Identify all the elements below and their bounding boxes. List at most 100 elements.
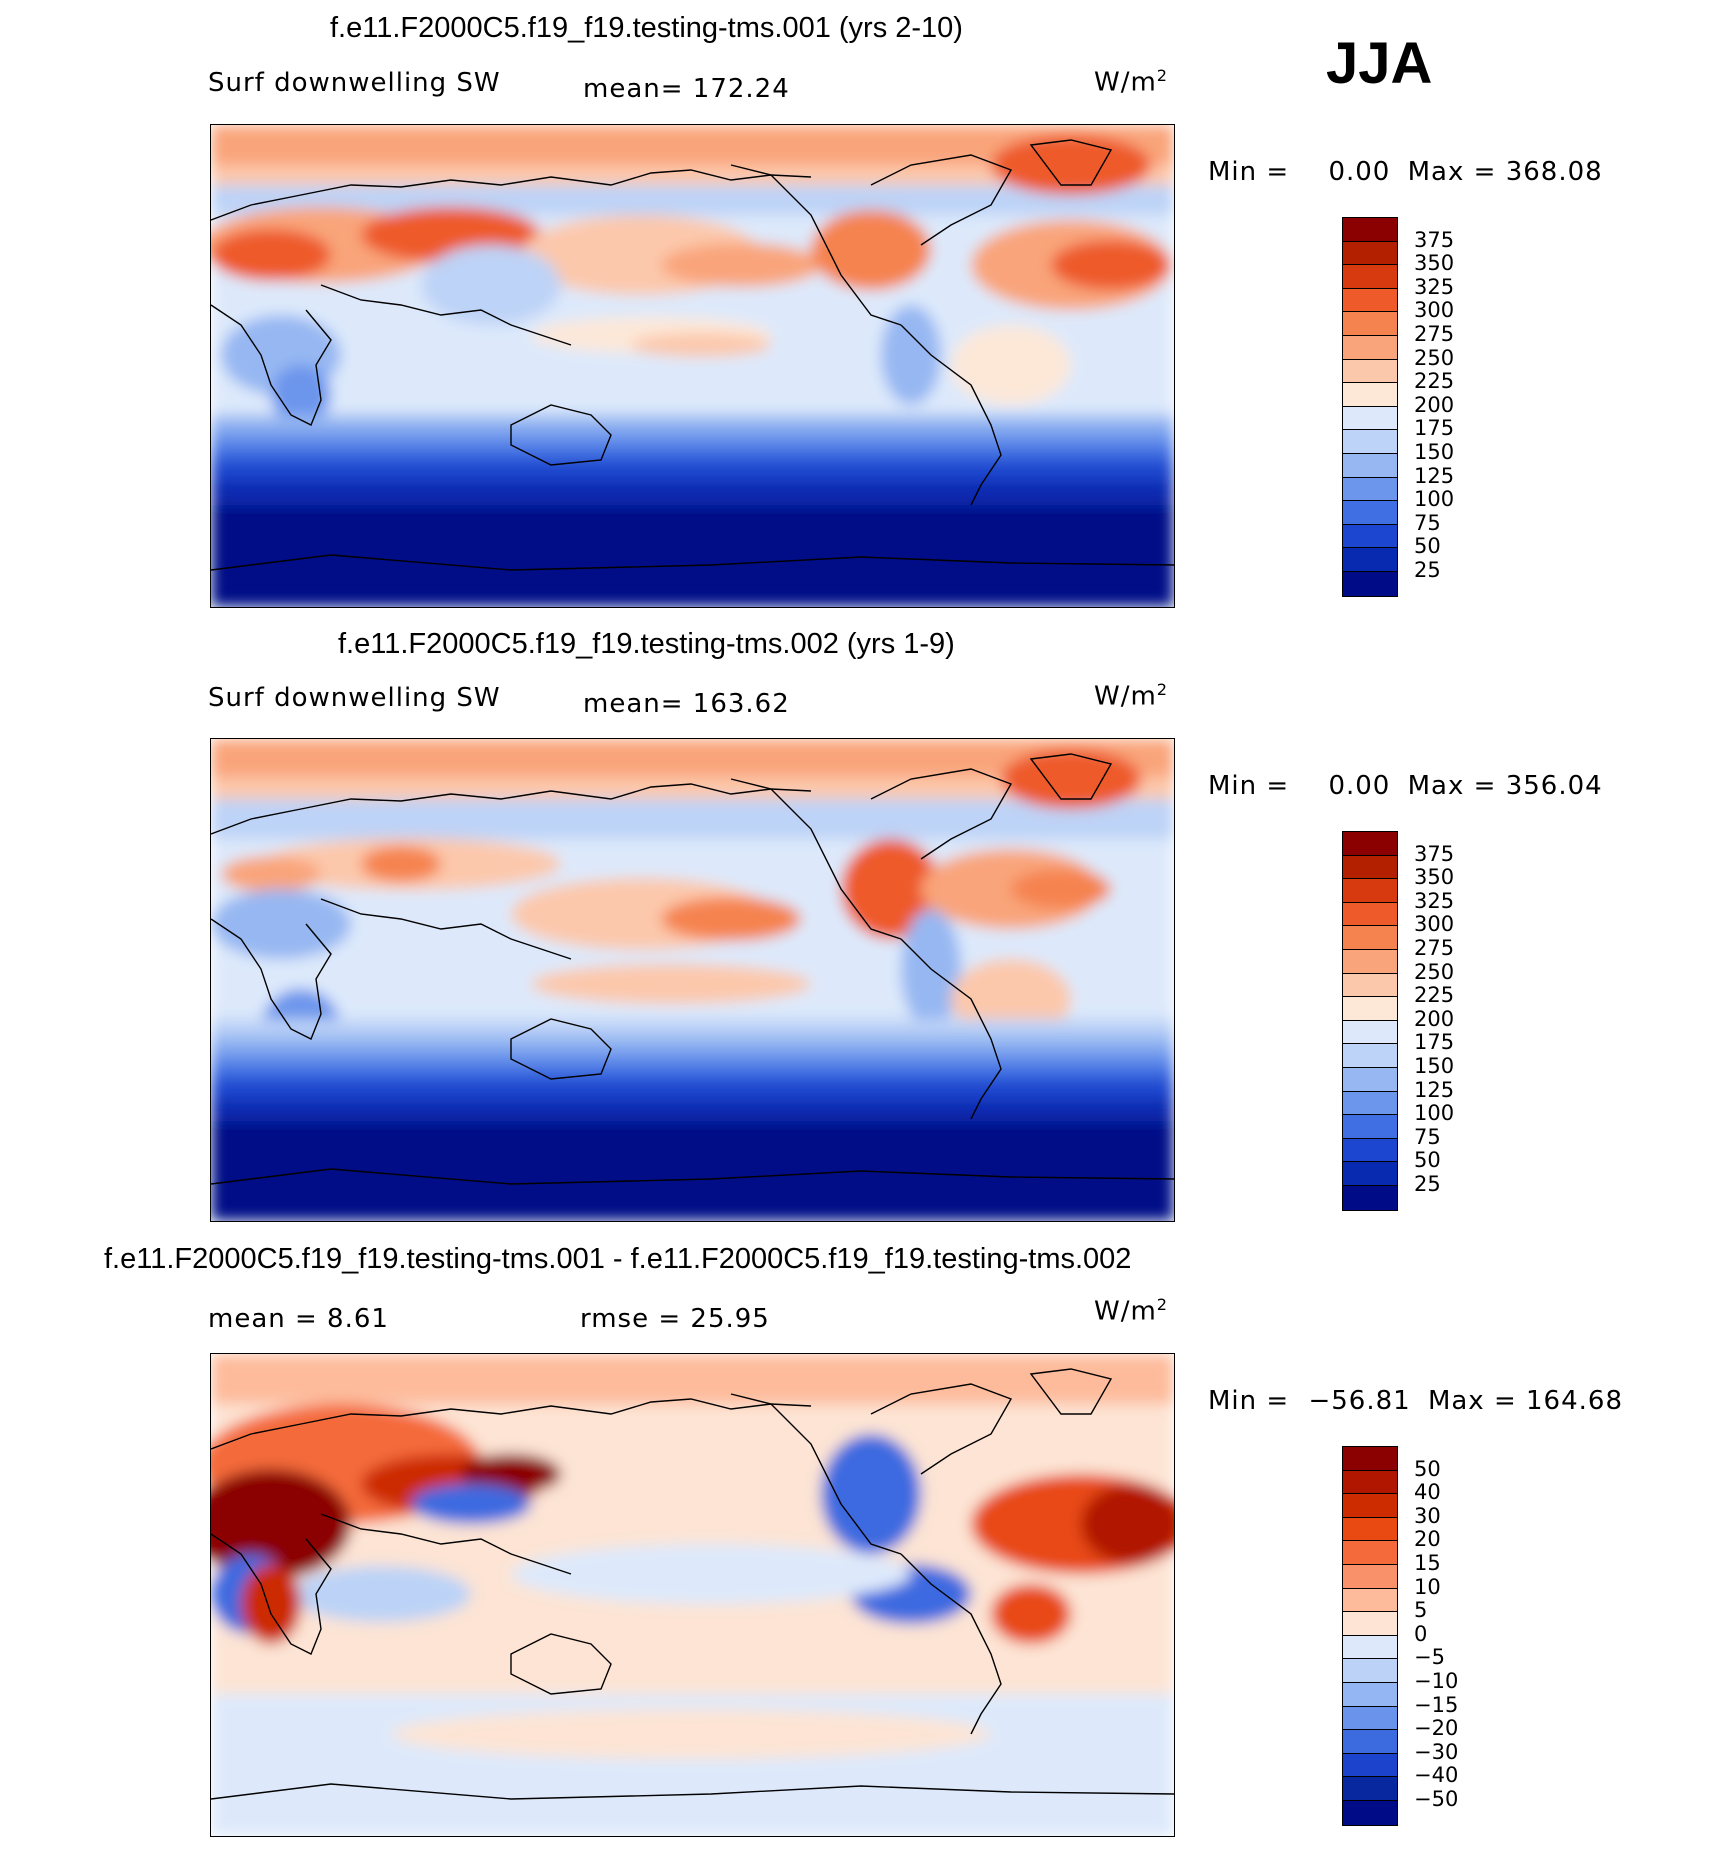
colorbar-tick-label: 0: [1414, 1621, 1428, 1646]
panel-3-min-max: Min = −56.81 Max = 164.68: [1208, 1386, 1623, 1416]
panel-3-max-label: Max =: [1427, 1386, 1517, 1416]
colorbar-swatch: [1343, 288, 1397, 313]
colorbar-swatch: [1343, 265, 1397, 289]
colorbar-tick-label: 25: [1414, 558, 1441, 582]
colorbar-swatch: [1343, 1020, 1397, 1045]
colorbar-tick-label: 350: [1414, 251, 1455, 276]
colorbar-swatch: [1343, 1612, 1397, 1636]
panel-2-max-label: Max =: [1407, 771, 1497, 801]
colorbar-tick-label: 75: [1414, 1124, 1441, 1149]
colorbar-swatch: [1343, 879, 1397, 903]
colorbar-swatch: [1343, 1067, 1397, 1092]
colorbar-tick-label: 50: [1414, 1148, 1441, 1173]
colorbar-swatch: [1343, 1588, 1397, 1613]
colorbar-tick-label: 225: [1414, 369, 1455, 394]
colorbar-swatch: [1343, 855, 1397, 880]
season-label: JJA: [1326, 31, 1433, 96]
panel-2-units-exp: 2: [1156, 680, 1169, 699]
colorbar-tick-label: −50: [1414, 1787, 1459, 1811]
colorbar-tick-label: 125: [1414, 463, 1455, 488]
colorbar-swatch: [1343, 1800, 1397, 1825]
panel-2-min-label: Min =: [1208, 771, 1290, 801]
panel-2-units: W/m2: [1094, 680, 1168, 712]
colorbar-swatch: [1343, 1494, 1397, 1518]
colorbar-swatch: [1343, 902, 1397, 927]
panel-3-units-base: W/m: [1094, 1296, 1157, 1327]
colorbar-swatch: [1343, 383, 1397, 407]
panel-1-min-label: Min =: [1208, 157, 1290, 187]
panel-3-units: W/m2: [1094, 1295, 1168, 1327]
panel-3-map: [210, 1353, 1175, 1837]
colorbar-swatch: [1343, 312, 1397, 336]
panel-1-units-exp: 2: [1156, 66, 1169, 85]
colorbar-tick-label: 175: [1414, 416, 1455, 441]
colorbar-tick-label: 25: [1414, 1172, 1441, 1196]
colorbar-swatch: [1343, 1162, 1397, 1186]
colorbar-tick-label: 30: [1414, 1503, 1441, 1528]
colorbar-swatch: [1343, 1682, 1397, 1707]
panel-2-map-svg: [211, 739, 1174, 1221]
panel-3-map-svg: [211, 1354, 1174, 1836]
panel-3-title: f.e11.F2000C5.f19_f19.testing-tms.001 - …: [104, 1243, 1132, 1275]
panel-1-units: W/m2: [1094, 66, 1168, 98]
colorbar-tick-label: 300: [1414, 912, 1455, 937]
panel-2-mean-label: mean= 163.62: [583, 689, 790, 719]
colorbar-swatch: [1343, 1635, 1397, 1660]
panel-1-map-svg: [211, 125, 1174, 607]
panel-3-rmse-label: rmse = 25.95: [580, 1304, 770, 1334]
colorbar-swatch: [1343, 1447, 1397, 1471]
panel-2-min-value: 0.00: [1328, 771, 1391, 801]
colorbar-tick-label: 200: [1414, 392, 1455, 417]
colorbar-tick-label: 375: [1414, 841, 1455, 866]
panel-1-min-max: Min = 0.00 Max = 368.08: [1208, 157, 1603, 187]
colorbar-tick-label: 325: [1414, 274, 1455, 299]
colorbar-swatch: [1343, 1044, 1397, 1068]
colorbar-tick-label: 15: [1414, 1551, 1441, 1575]
colorbar-tick-label: 375: [1414, 227, 1455, 252]
colorbar-swatch: [1343, 501, 1397, 525]
colorbar-swatch: [1343, 477, 1397, 502]
colorbar-swatch: [1343, 1091, 1397, 1116]
colorbar-swatch: [1343, 1470, 1397, 1495]
colorbar-tick-label: 10: [1414, 1574, 1441, 1599]
colorbar-tick-label: 350: [1414, 865, 1455, 890]
colorbar-swatch: [1343, 832, 1397, 856]
colorbar-tick-label: −15: [1414, 1692, 1459, 1717]
colorbar-swatch: [1343, 1659, 1397, 1683]
colorbar-swatch: [1343, 1541, 1397, 1565]
colorbar-tick-label: 325: [1414, 888, 1455, 913]
colorbar-swatch: [1343, 406, 1397, 431]
panel-1-max-label: Max =: [1407, 157, 1497, 187]
panel-2-max-value: 356.04: [1505, 771, 1603, 801]
panel-2-title: f.e11.F2000C5.f19_f19.testing-tms.002 (y…: [338, 628, 955, 660]
colorbar-tick-label: 100: [1414, 1101, 1455, 1126]
panel-2-min-max: Min = 0.00 Max = 356.04: [1208, 771, 1603, 801]
panel-1-max-value: 368.08: [1505, 157, 1603, 187]
colorbar-tick-label: 275: [1414, 322, 1455, 346]
panel-2-variable-label: Surf downwelling SW: [208, 683, 501, 713]
colorbar-tick-label: 275: [1414, 936, 1455, 960]
colorbar-swatch: [1343, 949, 1397, 974]
panel-1-map: [210, 124, 1175, 608]
colorbar-tick-label: −10: [1414, 1669, 1459, 1693]
colorbar-tick-label: 250: [1414, 345, 1455, 370]
colorbar-swatch: [1343, 548, 1397, 572]
panel-2-map: [210, 738, 1175, 1222]
colorbar-tick-label: −30: [1414, 1739, 1459, 1764]
colorbar-swatch: [1343, 1730, 1397, 1754]
panel-1-title: f.e11.F2000C5.f19_f19.testing-tms.001 (y…: [330, 12, 963, 44]
colorbar-swatch: [1343, 218, 1397, 242]
colorbar-tick-label: −5: [1414, 1645, 1445, 1670]
colorbar-tick-label: 20: [1414, 1527, 1441, 1552]
colorbar-swatch: [1343, 1753, 1397, 1778]
colorbar-swatch: [1343, 926, 1397, 950]
colorbar-tick-label: 175: [1414, 1030, 1455, 1055]
panel-2-units-base: W/m: [1094, 681, 1157, 712]
colorbar-tick-label: 225: [1414, 983, 1455, 1008]
panel-3-min-label: Min =: [1208, 1386, 1290, 1416]
colorbar-swatch: [1343, 1138, 1397, 1163]
panel-1-variable-label: Surf downwelling SW: [208, 68, 501, 98]
colorbar-swatch: [1343, 1777, 1397, 1801]
colorbar-swatch: [1343, 1185, 1397, 1210]
panel-1-mean-label: mean= 172.24: [583, 74, 790, 104]
